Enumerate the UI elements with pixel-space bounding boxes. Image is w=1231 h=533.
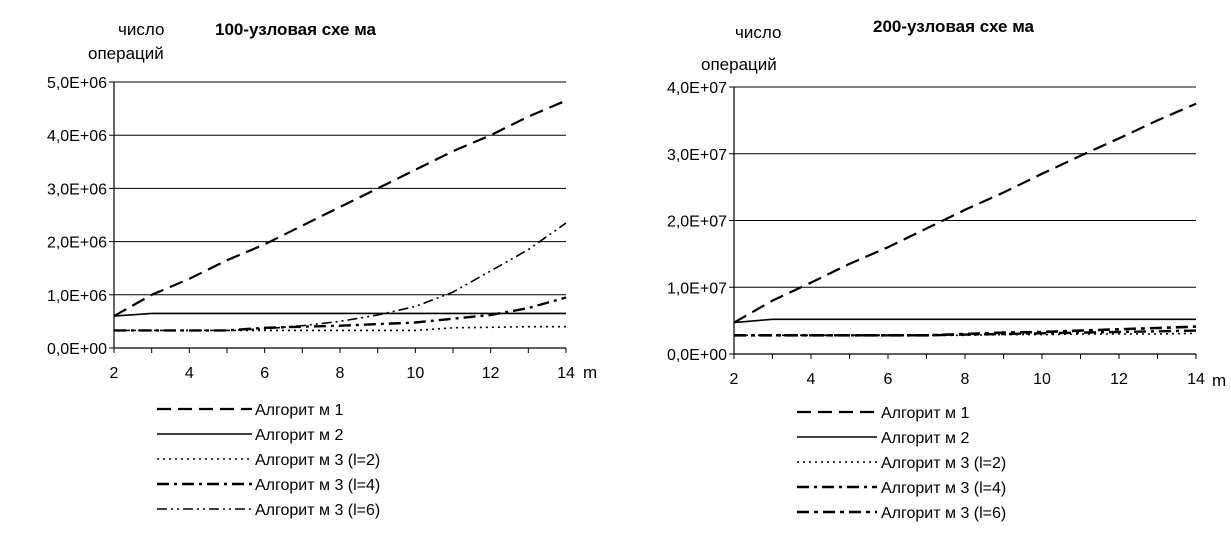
series-line-4	[734, 329, 1197, 337]
series-line-2	[113, 312, 566, 317]
legend-label: Алгорит м 1	[255, 402, 343, 419]
x-tick-label: 10	[406, 365, 424, 382]
legend-label: Алгорит м 3 (l=4)	[255, 477, 380, 494]
x-axis-label: m	[1212, 371, 1226, 390]
series-line-1	[733, 102, 1197, 324]
y-axis-label-line-1: число	[118, 20, 164, 39]
x-tick-label: 8	[336, 365, 345, 382]
y-tick-label: 2,0E+07	[667, 214, 727, 231]
legend-label: Алгорит м 2	[881, 430, 969, 447]
y-tick-label: 4,0E+06	[47, 128, 107, 145]
y-tick-label: 4,0E+07	[667, 80, 727, 97]
x-tick-label: 4	[807, 371, 816, 388]
legend-label: Алгорит м 3 (l=4)	[881, 480, 1006, 497]
x-tick-label: 14	[557, 365, 575, 382]
y-tick-label: 1,0E+07	[667, 280, 727, 297]
legend-label: Алгорит м 3 (l=6)	[881, 505, 1006, 522]
series-line-4	[114, 296, 567, 332]
y-tick-label: 5,0E+06	[47, 75, 107, 92]
y-axis-label-line-1: число	[735, 23, 781, 42]
chart-title: 200-узловая схе ма	[873, 17, 1035, 36]
x-tick-label: 8	[961, 371, 970, 388]
y-tick-label: 3,0E+07	[667, 147, 727, 164]
series-line-1	[113, 99, 567, 318]
x-tick-label: 6	[884, 371, 893, 388]
legend-label: Алгорит м 2	[255, 427, 343, 444]
y-tick-label: 0,0E+00	[667, 347, 727, 364]
x-tick-label: 14	[1187, 371, 1205, 388]
x-tick-label: 4	[185, 365, 194, 382]
x-tick-label: 2	[730, 371, 739, 388]
legend-label: Алгорит м 3 (l=6)	[255, 502, 380, 519]
x-tick-label: 12	[1110, 371, 1128, 388]
legend-label: Алгорит м 3 (l=2)	[881, 455, 1006, 472]
x-tick-label: 10	[1033, 371, 1051, 388]
chart-100-node: 100-узловая схе ма число операций m 0,0E+00 1…	[47, 20, 597, 519]
legend-label: Алгорит м 3 (l=2)	[255, 452, 380, 469]
x-axis-label: m	[583, 363, 597, 382]
y-axis-label-line-2: операций	[701, 55, 777, 74]
y-tick-label: 3,0E+06	[47, 181, 107, 198]
legend-label: Алгорит м 1	[881, 405, 969, 422]
y-axis-label-line-2: операций	[88, 44, 164, 63]
x-tick-label: 6	[260, 365, 269, 382]
y-tick-label: 0,0E+00	[47, 341, 107, 358]
series-line-2	[733, 318, 1196, 324]
chart-title: 100-узловая схе ма	[215, 20, 377, 39]
series-line-3	[734, 332, 1197, 337]
chart-200-node: 200-узловая схе ма число операций m 0,0E+00 1…	[667, 17, 1226, 522]
y-tick-label: 2,0E+06	[47, 235, 107, 252]
x-tick-label: 12	[482, 365, 500, 382]
y-tick-label: 1,0E+06	[47, 288, 107, 305]
x-tick-label: 2	[110, 365, 119, 382]
